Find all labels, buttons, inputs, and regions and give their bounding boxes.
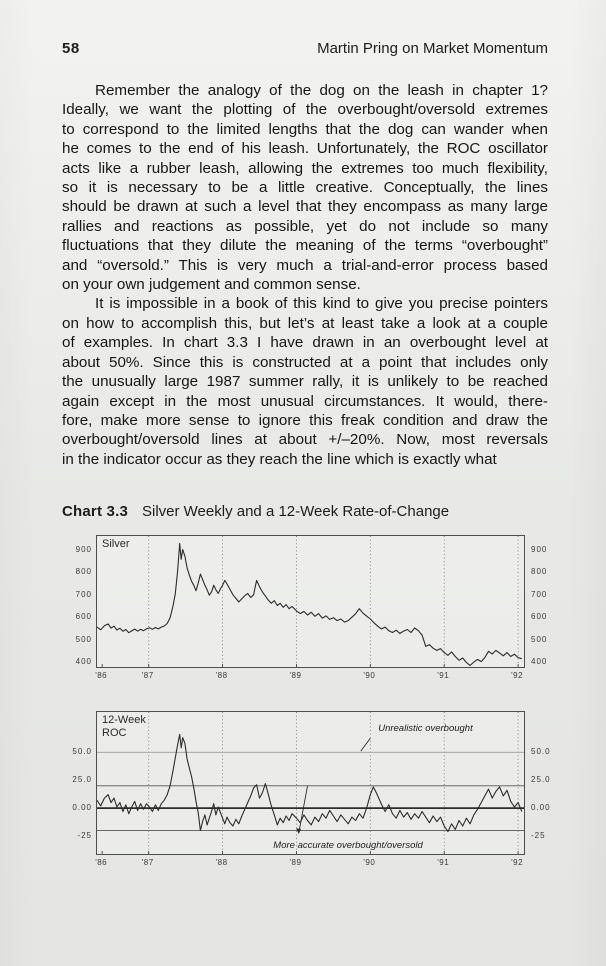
text-line: so it is necessary to be a little creati… (62, 179, 548, 197)
page-number: 58 (62, 40, 80, 57)
page-header: 58 Martin Pring on Market Momentum (62, 40, 548, 57)
x-axis-label: '87 (141, 858, 154, 868)
x-axis-label: '90 (363, 671, 376, 681)
y-axis-label: 600 (75, 612, 92, 622)
body-text: Remember the analogy of the dog on the l… (62, 81, 548, 469)
y-axis-label: 25.0 (72, 775, 92, 785)
text-line: should be drawn at such a level that the… (62, 198, 548, 216)
y-axis-label: 800 (531, 567, 548, 577)
annotation-leader-line (360, 738, 371, 752)
text-line: again except in the most unusual circums… (62, 392, 548, 410)
roc-panel: 12-Week ROC (96, 711, 525, 856)
running-title: Martin Pring on Market Momentum (317, 40, 548, 57)
text-line: to correspond to the limited lengths tha… (62, 120, 548, 138)
x-axis-label: '91 (437, 671, 450, 681)
figure-caption: Chart 3.3 Silver Weekly and a 12-Week Rat… (62, 503, 548, 520)
text-line: Remember the analogy of the dog on the l… (95, 82, 548, 99)
y-axis-label: -25 (531, 831, 546, 841)
text-line: on how to accomplish this, but let’s at … (62, 314, 548, 332)
book-page: 58 Martin Pring on Market Momentum Remem… (62, 40, 550, 880)
text-line: and “oversold.” This is very much a tria… (62, 256, 548, 274)
y-axis-label: -25 (77, 831, 92, 841)
y-axis-label: 900 (531, 545, 548, 555)
text-line: rallies and reactions as possible, yet d… (62, 217, 548, 235)
figure-caption-label: Chart 3.3 (62, 503, 128, 521)
x-axis-label: '88 (215, 671, 228, 681)
silver-price-line (97, 543, 522, 667)
y-axis-label: 900 (75, 545, 92, 555)
y-axis-label: 50.0 (72, 747, 92, 757)
text-line: about 50%. Since this is constructed at … (62, 353, 548, 371)
silver-panel-label: Silver (102, 538, 130, 551)
x-axis-label: '86 (95, 671, 108, 681)
text-line: It is impossible in a book of this kind … (95, 295, 548, 313)
x-axis-label: '86 (95, 858, 108, 868)
paragraph: Remember the analogy of the dog on the l… (62, 81, 548, 294)
y-axis-label: 700 (531, 589, 548, 599)
annotation-leader-line (298, 785, 308, 834)
y-axis-label: 800 (75, 567, 92, 577)
y-axis-label: 50.0 (531, 747, 551, 757)
annotation-arrowhead (296, 828, 302, 834)
x-axis-label: '89 (289, 671, 302, 681)
y-axis-label: 400 (531, 657, 548, 667)
chart-annotation: Unrealistic overbought (378, 722, 473, 734)
text-line: acts like a rubber leash, allowing the e… (62, 159, 548, 177)
chart-annotation: More accurate overbought/oversold (273, 839, 423, 851)
text-line: he comes to the end of his leash. Unfort… (62, 140, 548, 158)
y-axis-label: 0.00 (531, 803, 551, 813)
y-axis-label: 0.00 (72, 803, 92, 813)
y-axis-label: 500 (75, 634, 92, 644)
chart-figure: Silver 12-Week ROC 900 900 800 800 700 700 600… (62, 528, 550, 880)
y-axis-label: 25.0 (531, 775, 551, 785)
figure-caption-title: Silver Weekly and a 12-Week Rate-of-Chan… (142, 503, 450, 521)
text-line: Ideally, we want the plotting of the ove… (62, 101, 548, 119)
y-axis-label: 700 (75, 589, 92, 599)
text-line: fore, make more sense to ignore this fre… (62, 411, 548, 429)
paragraph: It is impossible in a book of this kind … (62, 294, 548, 469)
y-axis-label: 500 (531, 634, 548, 644)
x-axis-label: '90 (363, 858, 376, 868)
text-line: overbought/oversold lines at about +/–20… (62, 431, 548, 449)
y-axis-label: 400 (75, 657, 92, 667)
text-line: in the indicator occur as they reach the… (62, 450, 497, 468)
text-line: on your own judgement and common sense. (62, 276, 361, 294)
text-line: of examples. In chart 3.3 I have drawn i… (62, 334, 548, 352)
text-line: the unusually large 1987 summer rally, i… (62, 373, 548, 391)
x-axis-label: '89 (289, 858, 302, 868)
x-axis-label: '87 (141, 671, 154, 681)
x-axis-label: '88 (215, 858, 228, 868)
x-axis-label: '91 (437, 858, 450, 868)
text-line: fluctuations that they dilute the meanin… (62, 237, 548, 255)
y-axis-label: 600 (531, 612, 548, 622)
silver-price-panel: Silver (96, 535, 525, 669)
x-axis-label: '92 (511, 858, 524, 868)
x-axis-label: '92 (511, 671, 524, 681)
roc-panel-label: 12-Week ROC (102, 714, 146, 739)
roc-line (97, 733, 523, 833)
